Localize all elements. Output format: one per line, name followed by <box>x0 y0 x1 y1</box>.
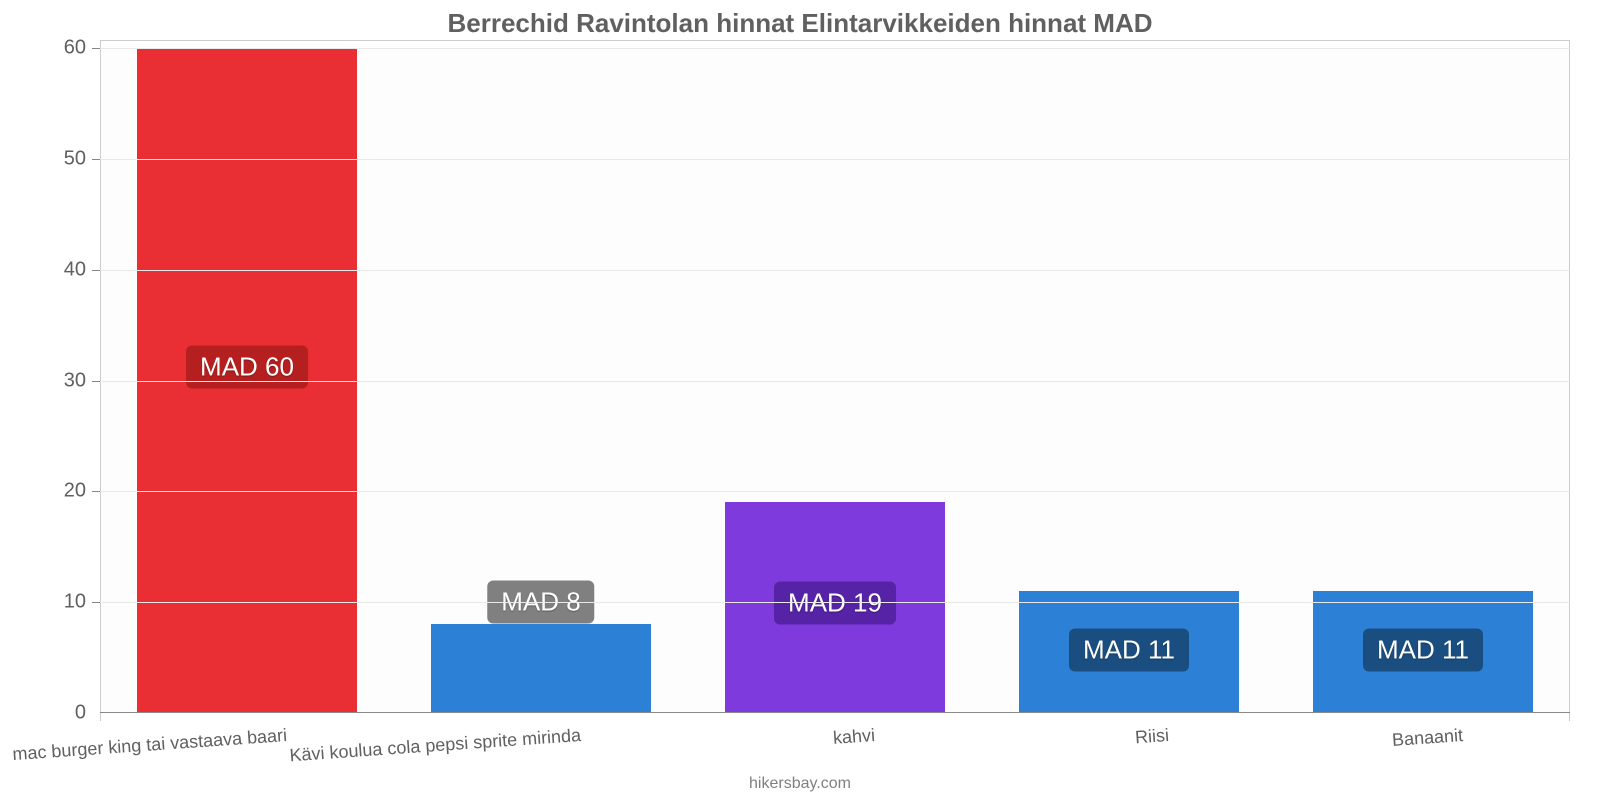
y-tick-label: 30 <box>0 369 86 392</box>
y-tick-label: 50 <box>0 147 86 170</box>
y-tick-label: 0 <box>0 702 86 725</box>
y-tick-label: 60 <box>0 37 86 60</box>
y-tick-mark <box>92 491 100 492</box>
y-tick-mark <box>92 270 100 271</box>
value-badge: MAD 11 <box>1069 628 1189 671</box>
grid-line <box>100 159 1570 160</box>
x-tick-label: Riisi <box>1134 725 1169 748</box>
y-tick-mark <box>92 48 100 49</box>
value-badge: MAD 60 <box>186 346 308 389</box>
value-badge: MAD 11 <box>1363 628 1483 671</box>
grid-line <box>100 270 1570 271</box>
x-tick-label: Banaanit <box>1391 725 1463 751</box>
y-tick-label: 20 <box>0 480 86 503</box>
y-tick-label: 10 <box>0 591 86 614</box>
bar <box>431 624 652 713</box>
chart-title: Berrechid Ravintolan hinnat Elintarvikke… <box>0 8 1600 39</box>
grid-line <box>100 381 1570 382</box>
chart-container: Berrechid Ravintolan hinnat Elintarvikke… <box>0 0 1600 800</box>
grid-line <box>100 48 1570 49</box>
plot-area: MAD 60MAD 8MAD 19MAD 11MAD 11 <box>100 48 1570 713</box>
source-label: hikersbay.com <box>0 775 1600 793</box>
x-tick-label: kahvi <box>832 725 875 749</box>
x-axis-line <box>100 712 1570 713</box>
x-tick-label: mac burger king tai vastaava baari <box>12 725 288 765</box>
grid-line <box>100 602 1570 603</box>
grid-line <box>100 491 1570 492</box>
y-tick-label: 40 <box>0 258 86 281</box>
plot-border-top <box>100 40 1570 41</box>
y-tick-mark <box>92 159 100 160</box>
y-tick-mark <box>92 602 100 603</box>
y-tick-mark <box>92 381 100 382</box>
value-badge: MAD 19 <box>774 582 896 625</box>
x-tick-label: Kävi koulua cola pepsi sprite mirinda <box>289 725 582 766</box>
